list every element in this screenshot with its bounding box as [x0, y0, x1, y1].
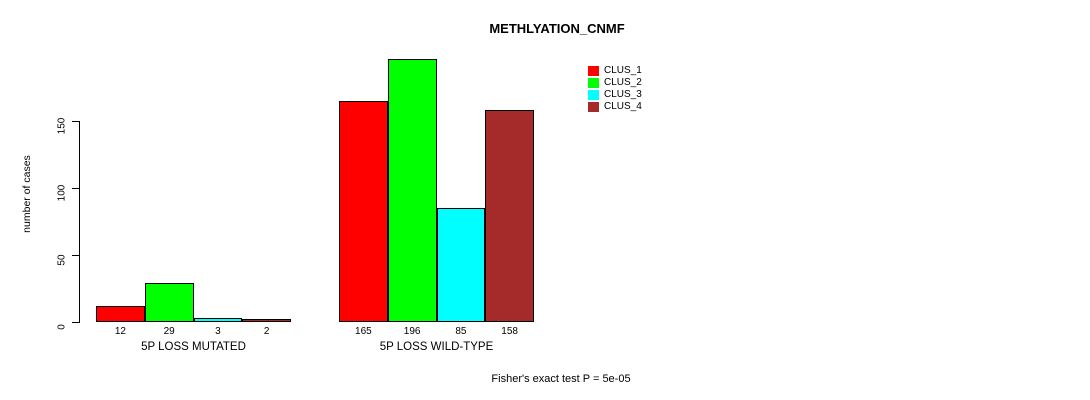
y-tick [72, 121, 79, 122]
legend: CLUS_1 CLUS_2 CLUS_3 CLUS_4 [588, 65, 642, 113]
bar-value-label: 29 [163, 326, 175, 337]
legend-swatch-clus_4 [588, 102, 599, 112]
bar-value-label: 2 [263, 326, 270, 337]
legend-item: CLUS_4 [588, 101, 642, 113]
legend-item: CLUS_3 [588, 89, 642, 101]
y-tick [72, 188, 79, 189]
bar-value-label: 12 [114, 326, 126, 337]
legend-label: CLUS_3 [604, 89, 642, 100]
legend-item: CLUS_2 [588, 77, 642, 89]
y-tick [72, 322, 79, 323]
bar-value-label: 165 [355, 326, 372, 337]
legend-swatch-clus_3 [588, 90, 599, 100]
bar-value-label: 3 [215, 326, 221, 337]
bar-value-label: 158 [501, 326, 518, 337]
y-axis [79, 121, 80, 323]
legend-item: CLUS_1 [588, 65, 642, 77]
legend-label: CLUS_1 [604, 65, 642, 76]
legend-swatch-clus_1 [588, 66, 599, 76]
group-label: 5P LOSS MUTATED [141, 341, 246, 353]
bar-clus_3-1 [193, 317, 243, 322]
y-tick [72, 255, 79, 256]
legend-label: CLUS_2 [604, 77, 642, 88]
bar-clus_2-2 [387, 59, 437, 322]
legend-swatch-clus_2 [588, 78, 599, 88]
bar-clus_1-2 [339, 100, 388, 322]
bar-clus_2-1 [144, 283, 194, 322]
legend-label: CLUS_4 [604, 101, 642, 112]
chart-title: METHLYATION_CNMF [489, 21, 625, 36]
group-label: 5P LOSS WILD-TYPE [379, 341, 494, 353]
bar-value-label: 196 [403, 326, 421, 337]
bar-clus_3-2 [436, 208, 486, 322]
bar-clus_4-2 [485, 110, 534, 322]
bar-clus_1-1 [96, 305, 145, 322]
bar-clus_4-1 [242, 319, 291, 322]
fisher-test-annotation: Fisher's exact test P = 5e-05 [491, 373, 631, 385]
bar-value-label: 85 [455, 326, 467, 337]
